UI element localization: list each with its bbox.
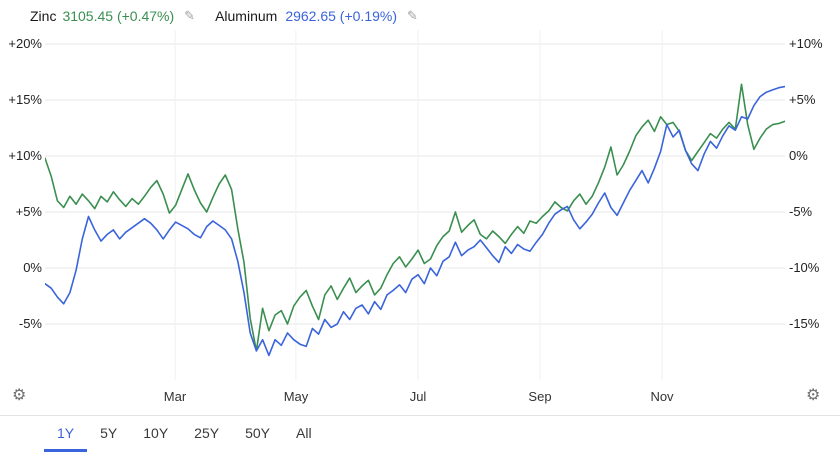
- tab-50y[interactable]: 50Y: [245, 424, 271, 441]
- chart-canvas[interactable]: [45, 28, 785, 390]
- range-tab-bar: 1Y 5Y 10Y 25Y 50Y All: [0, 415, 840, 452]
- settings-button-right[interactable]: ⚙: [806, 385, 820, 405]
- zinc-value: 3105.45 (+0.47%): [62, 8, 175, 24]
- left-axis-tick: 0%: [23, 260, 42, 275]
- right-axis-tick: +5%: [789, 92, 816, 107]
- tab-5y[interactable]: 5Y: [100, 424, 118, 441]
- aluminum-name-label: Aluminum: [215, 8, 278, 24]
- left-axis-tick: +20%: [8, 36, 42, 51]
- left-axis-tick: +15%: [8, 92, 42, 107]
- tab-10y[interactable]: 10Y: [143, 424, 169, 441]
- tab-25y[interactable]: 25Y: [194, 424, 220, 441]
- right-axis-tick: -10%: [789, 260, 820, 275]
- right-axis-tick: -5%: [789, 204, 813, 219]
- pencil-icon[interactable]: ✎: [407, 8, 418, 23]
- x-axis-tick: Mar: [163, 389, 187, 404]
- settings-button-left[interactable]: ⚙: [12, 385, 26, 405]
- pencil-icon[interactable]: ✎: [184, 8, 196, 23]
- x-axis-tick: Jul: [409, 389, 427, 404]
- x-axis-tick: Sep: [528, 389, 552, 404]
- x-axis-tick: May: [283, 389, 309, 404]
- right-axis-tick: -15%: [789, 316, 820, 331]
- tab-1y[interactable]: 1Y: [44, 416, 88, 452]
- left-axis-tick: +10%: [8, 148, 42, 163]
- zinc-name-label: Zinc: [30, 8, 57, 24]
- left-axis-tick: -5%: [18, 316, 42, 331]
- tab-all[interactable]: All: [296, 424, 312, 441]
- gear-icon: ⚙: [12, 387, 27, 404]
- right-axis-tick: 0%: [789, 148, 808, 163]
- legend: Zinc 3105.45 (+0.47%) ✎ Aluminum 2962.65…: [30, 8, 418, 24]
- chart-plot-area[interactable]: [45, 28, 785, 390]
- right-axis-tick: +10%: [789, 36, 823, 51]
- aluminum-value: 2962.65 (+0.19%): [285, 8, 398, 24]
- x-axis-tick: Nov: [650, 389, 674, 404]
- gear-icon: ⚙: [806, 387, 821, 404]
- left-axis-tick: +5%: [15, 204, 42, 219]
